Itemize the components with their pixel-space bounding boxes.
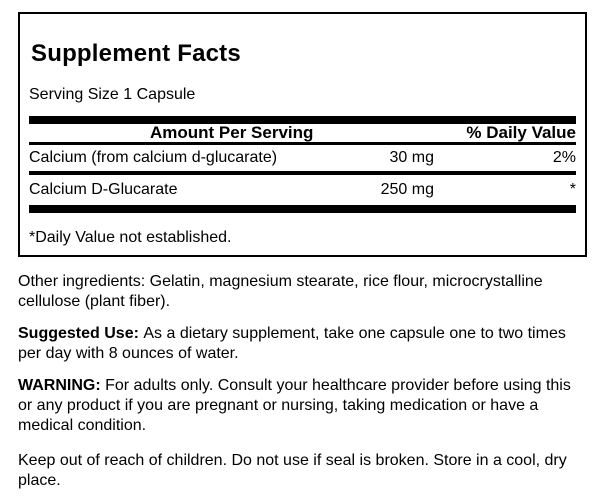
bottom-divider-bar	[29, 205, 576, 213]
supplement-info-section: Other ingredients: Gelatin, magnesium st…	[18, 272, 583, 503]
header-underline-bar	[29, 142, 576, 145]
table-header-row: Amount Per Serving % Daily Value	[29, 124, 576, 142]
row-divider-bar	[29, 171, 576, 175]
nutrient-amount: 250 mg	[380, 181, 434, 198]
nutrient-name: Calcium (from calcium d-glucarate)	[29, 149, 278, 166]
serving-size-text: Serving Size 1 Capsule	[29, 86, 196, 103]
amount-per-serving-header: Amount Per Serving	[150, 123, 314, 142]
table-row: Calcium (from calcium d-glucarate) 30 mg…	[29, 145, 576, 171]
suggested-use-text: As a dietary supplement, take one capsul…	[18, 325, 566, 362]
daily-value-header: % Daily Value	[466, 123, 576, 142]
table-row: Calcium D-Glucarate 250 mg *	[29, 175, 576, 205]
suggested-use-label: Suggested Use:	[18, 325, 139, 342]
nutrient-amount: 30 mg	[389, 149, 434, 166]
nutrient-daily-value: 2%	[552, 149, 576, 166]
other-ingredients-text: Other ingredients: Gelatin, magnesium st…	[18, 273, 543, 310]
warning-label: WARNING:	[18, 377, 101, 394]
nutrient-daily-value: *	[569, 181, 576, 198]
top-divider-bar	[29, 116, 576, 124]
supplement-facts-panel: Supplement Facts Serving Size 1 Capsule …	[18, 12, 587, 257]
suggested-use-paragraph: Suggested Use: As a dietary supplement, t…	[18, 324, 583, 364]
storage-paragraph: Keep out of reach of children. Do not us…	[18, 451, 583, 491]
warning-paragraph: WARNING: For adults only. Consult your he…	[18, 376, 583, 436]
warning-text: For adults only. Consult your healthcare…	[18, 377, 571, 434]
other-ingredients-paragraph: Other ingredients: Gelatin, magnesium st…	[18, 272, 583, 312]
storage-text: Keep out of reach of children. Do not us…	[18, 452, 567, 489]
panel-title: Supplement Facts	[31, 40, 241, 67]
daily-value-footnote: *Daily Value not established.	[29, 229, 232, 246]
nutrient-name: Calcium D-Glucarate	[29, 181, 178, 198]
